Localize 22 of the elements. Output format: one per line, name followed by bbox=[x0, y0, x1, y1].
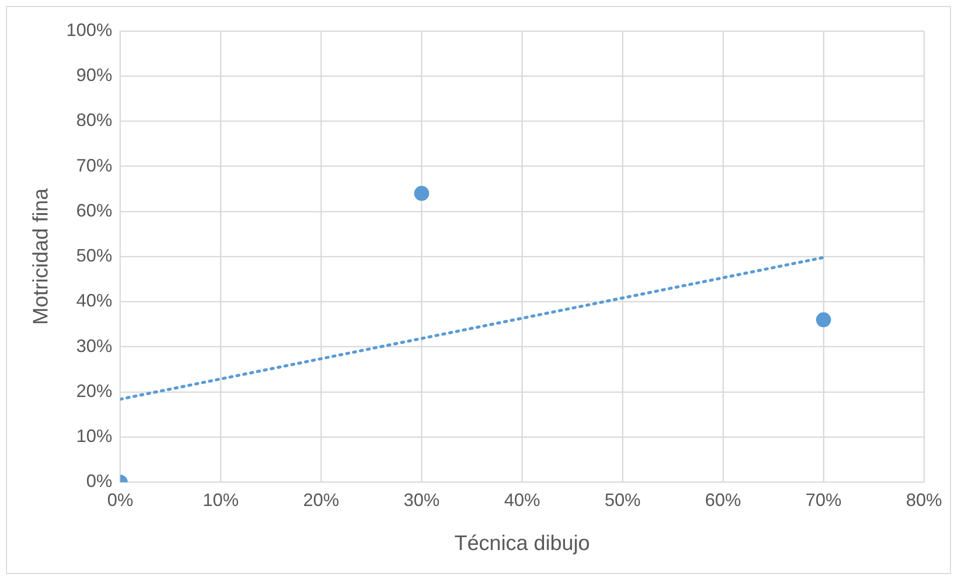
y-tick-label: 50% bbox=[76, 246, 112, 266]
x-tick-label: 10% bbox=[202, 490, 239, 510]
x-tick-label: 20% bbox=[303, 490, 340, 510]
y-axis-title: Motricidad fina bbox=[29, 188, 52, 325]
y-tick-label: 60% bbox=[76, 200, 112, 220]
x-tick-label: 80% bbox=[906, 490, 942, 510]
y-tick-label: 30% bbox=[76, 336, 112, 356]
y-tick-label: 70% bbox=[76, 155, 112, 176]
y-tick-label: 80% bbox=[76, 110, 112, 130]
y-tick-label: 0% bbox=[86, 471, 112, 492]
x-axis-title: Técnica dibujo bbox=[454, 532, 590, 556]
y-tick-label: 90% bbox=[76, 65, 112, 86]
y-tick-label: 100% bbox=[66, 20, 112, 40]
y-tick-label: 10% bbox=[76, 426, 112, 446]
x-tick-label: 0% bbox=[107, 490, 134, 510]
x-tick-label: 30% bbox=[404, 490, 440, 510]
y-tick-label: 20% bbox=[76, 380, 112, 401]
x-tick-label: 60% bbox=[705, 490, 742, 510]
x-tick-label: 50% bbox=[604, 490, 641, 510]
x-tick-label: 40% bbox=[504, 490, 540, 510]
y-tick-label: 40% bbox=[76, 290, 112, 311]
x-tick-label: 70% bbox=[806, 490, 842, 510]
